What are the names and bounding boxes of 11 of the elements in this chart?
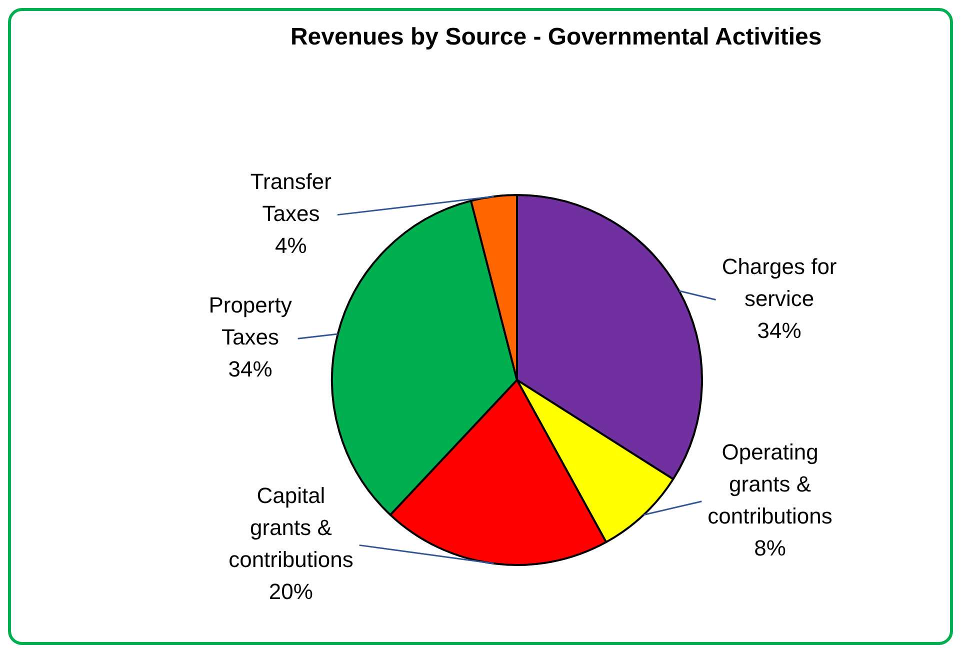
slice-label: Property Taxes: [208, 292, 292, 350]
data-label: 20%: [268, 579, 313, 604]
slice-label: Capital grants & contributions: [228, 483, 354, 572]
data-label: 34%: [228, 356, 272, 382]
data-label: 34%: [757, 318, 802, 343]
slice-label: Operating grants & contributions: [708, 439, 832, 528]
data-label: 8%: [754, 535, 786, 560]
slice-label: Charges for service: [722, 254, 837, 311]
chart-title: Revenues by Source - Governmental Activities: [290, 24, 822, 51]
slice-label: Transfer Taxes: [250, 168, 332, 226]
data-label: 4%: [275, 232, 307, 258]
